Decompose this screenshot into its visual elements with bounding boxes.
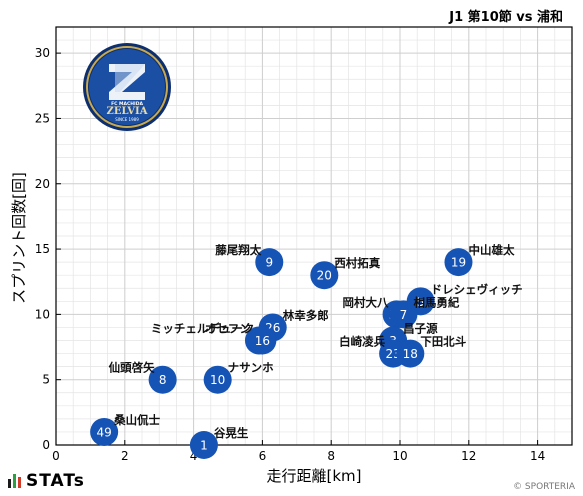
emblem-club-text: FC MACHIDA xyxy=(111,101,143,107)
point-number: 9 xyxy=(265,256,273,270)
point-marker xyxy=(255,248,284,277)
point-player-name: 林幸多郎 xyxy=(283,308,329,322)
point-player-name: 仙頭啓矢 xyxy=(109,361,155,375)
point-number: 20 xyxy=(317,269,332,283)
point-player-name: 中山雄太 xyxy=(468,243,514,257)
point-marker xyxy=(203,365,232,394)
match-title: J1 第10節 vs 浦和 xyxy=(449,10,563,25)
y-tick-label: 10 xyxy=(35,307,50,321)
club-emblem: FC MACHIDA ZELVIA SINCE 1989 xyxy=(83,43,171,131)
y-axis-label: スプリント回数[回] xyxy=(10,172,28,304)
x-tick-label: 0 xyxy=(52,449,60,463)
y-tick-label: 20 xyxy=(35,177,50,191)
plot-frame xyxy=(55,26,573,446)
emblem-name: ZELVIA xyxy=(107,106,148,117)
point-marker xyxy=(248,326,277,355)
x-tick-label: 2 xyxy=(121,449,129,463)
point-number: 18 xyxy=(403,347,418,361)
y-tick-label: 5 xyxy=(42,373,50,387)
point-player-name: 昌子源 xyxy=(403,322,438,336)
point-marker xyxy=(444,248,473,277)
point-player-name: オセフン xyxy=(205,322,251,336)
point-number: 5 xyxy=(417,295,425,309)
point-number: 49 xyxy=(97,425,112,439)
point-marker xyxy=(90,417,119,446)
point-player-name: 相馬勇紀 xyxy=(413,295,459,309)
point-player-name: 岡村大八 xyxy=(343,295,389,309)
point-marker xyxy=(189,431,218,459)
point-player-name: ドレシェヴィッチ xyxy=(431,282,523,296)
point-player-name: 桑山侃士 xyxy=(113,413,160,427)
y-tick-label: 0 xyxy=(42,438,50,452)
data-point: 8 仙頭啓矢 xyxy=(109,361,177,394)
point-number: 8 xyxy=(159,373,167,387)
x-tick-label: 12 xyxy=(461,449,476,463)
copyright: © SPORTERIA xyxy=(513,482,575,492)
axes xyxy=(55,26,573,446)
stats-bars-icon xyxy=(8,474,21,488)
x-tick-label: 8 xyxy=(327,449,335,463)
data-points: 9藤尾翔太20西村拓真19中山雄太5ドレシェヴィッチ50岡村大八7相馬勇紀26林… xyxy=(90,243,523,459)
point-marker xyxy=(396,339,425,368)
point-player-name: 下田北斗 xyxy=(420,335,466,349)
data-point: 9 藤尾翔太 xyxy=(215,243,284,277)
y-tick-label: 15 xyxy=(35,242,50,256)
data-point: 7 相馬勇紀 xyxy=(389,295,460,329)
point-player-name: ナサンホ xyxy=(228,361,274,375)
point-marker xyxy=(389,300,418,329)
x-tick-label: 6 xyxy=(259,449,267,463)
x-tick-label: 4 xyxy=(190,449,198,463)
point-player-name: ミッチェルデューク xyxy=(151,322,255,336)
brand-name: STATs xyxy=(26,471,85,491)
point-number: 10 xyxy=(210,373,225,387)
point-number: 7 xyxy=(400,308,408,322)
emblem-since: SINCE 1989 xyxy=(115,117,139,122)
point-number: 19 xyxy=(451,256,466,270)
point-player-name: 谷晃生 xyxy=(214,426,249,440)
point-player-name: 西村拓真 xyxy=(334,256,380,270)
x-tick-label: 14 xyxy=(530,449,545,463)
point-marker xyxy=(148,365,177,394)
point-player-name: 藤尾翔太 xyxy=(215,243,261,257)
data-point: 1 谷晃生 xyxy=(189,426,249,459)
x-tick-label: 10 xyxy=(392,449,407,463)
stats-brand: STATs xyxy=(8,471,85,491)
point-marker xyxy=(310,261,339,290)
y-tick-label: 30 xyxy=(35,46,50,60)
x-axis-label: 走行距離[km] xyxy=(266,467,361,485)
point-number: 1 xyxy=(200,439,208,453)
point-number: 16 xyxy=(255,334,270,348)
point-player-name: 白崎凌兵 xyxy=(339,335,385,349)
y-tick-label: 25 xyxy=(35,111,50,125)
